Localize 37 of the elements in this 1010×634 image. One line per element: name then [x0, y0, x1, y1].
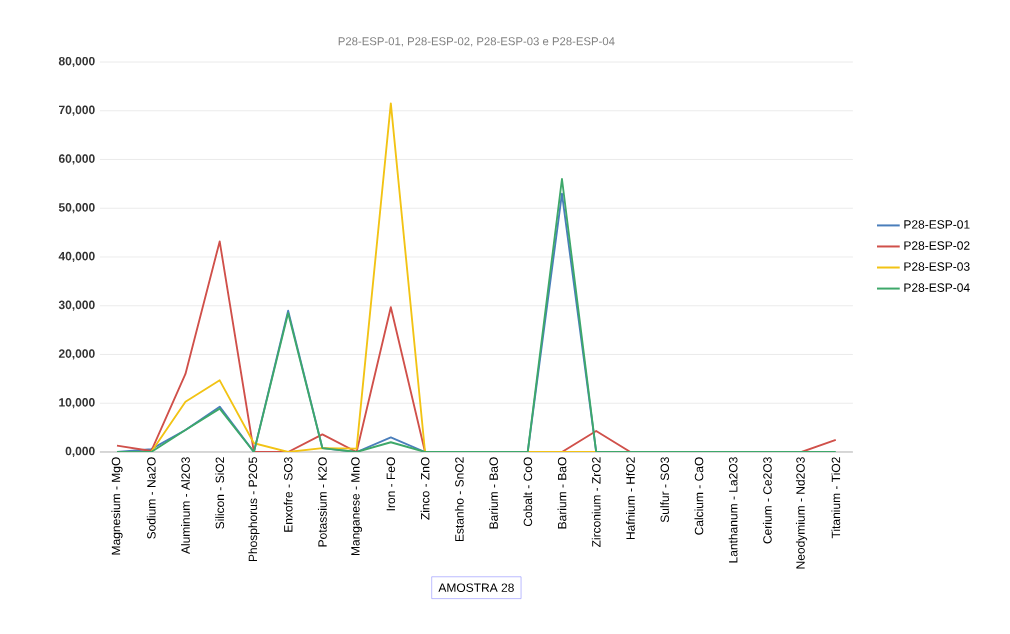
- x-tick-label: Zirconium - ZrO2: [591, 457, 601, 547]
- y-tick-label: 10,000: [59, 398, 95, 409]
- y-tick-label: 0,000: [65, 446, 95, 458]
- y-tick-label: 50,000: [58, 203, 95, 214]
- y-tick-label: 30,000: [58, 300, 95, 311]
- legend-label: P28-ESP-01: [904, 220, 970, 229]
- x-tick-label: Aluminum - Al2O3: [181, 457, 190, 555]
- x-tick-label: Titanium - TiO2: [831, 457, 841, 539]
- x-tick-label: Silicon - SiO2: [215, 457, 225, 529]
- x-tick-label: Phosphorus - P2O5: [248, 457, 260, 562]
- legend-label: P28-ESP-04: [904, 283, 970, 292]
- x-tick-label: Potassium - K2O: [317, 457, 327, 547]
- x-tick-label: Calcium - CaO: [694, 457, 704, 535]
- y-tick-label: 80,000: [58, 56, 95, 68]
- chart-title: P28-ESP-01, P28-ESP-02, P28-ESP-03 e P28-ESP-04: [338, 37, 615, 47]
- x-tick-label: Barium - BaO: [489, 457, 498, 529]
- x-tick-label: Lanthanum - La2O3: [728, 457, 738, 563]
- y-tick-label: 70,000: [59, 105, 95, 116]
- x-tick-label: Cobalt - CoO: [523, 457, 533, 527]
- legend-label: P28-ESP-03: [904, 262, 970, 271]
- x-tick-label: Barium - BaO: [557, 457, 567, 529]
- x-axis-title: AMOSTRA 28: [438, 583, 514, 592]
- x-tick-label: Magnesium - MgO: [111, 457, 123, 555]
- y-tick-label: 60,000: [58, 154, 95, 165]
- x-tick-label: Sulfur - SO3: [660, 457, 670, 523]
- x-tick-label: Neodymium - Nd2O3: [795, 457, 808, 569]
- x-tick-label: Enxofre - SO3: [283, 457, 293, 532]
- x-tick-label: Iron - FeO: [386, 457, 396, 511]
- x-tick-label: Estanho - SnO2: [454, 457, 464, 542]
- y-tick-label: 40,000: [58, 251, 95, 263]
- x-tick-label: Sodium - Na2O: [146, 457, 156, 539]
- x-tick-label: Cerium - Ce2O3: [762, 457, 772, 544]
- x-tick-label: Hafnium - HfO2: [626, 457, 635, 540]
- x-tick-label: Manganese - MnO: [351, 457, 363, 556]
- y-tick-label: 20,000: [58, 349, 95, 360]
- legend-label: P28-ESP-02: [904, 241, 970, 250]
- x-tick-label: Zinco - ZnO: [420, 457, 430, 520]
